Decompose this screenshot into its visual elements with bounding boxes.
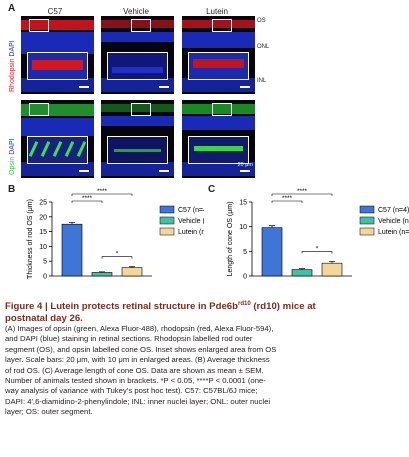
caption-line: layer. Scale bars: 20 μm, with 10 μm in … xyxy=(5,355,270,365)
caption-line: way analysis of variance with Tukey’s po… xyxy=(5,386,258,396)
panel-b-letter: B xyxy=(8,184,16,195)
significance-label: **** xyxy=(97,188,108,195)
legend-label: C57 (n=4) xyxy=(178,207,204,214)
significance-bracket xyxy=(271,200,303,203)
y-tick-label: 0 xyxy=(243,274,247,281)
y-tick-label: 5 xyxy=(43,259,47,266)
legend-swatch xyxy=(159,216,175,225)
row-label-opsin: Opsin DAPI xyxy=(9,138,16,175)
caption-line: segment (OS), and opsin labelled cone OS… xyxy=(5,344,277,354)
y-tick-label: 5 xyxy=(243,249,247,256)
y-axis-label: Thickness of rod OS (μm) xyxy=(27,199,34,279)
bar-c57 xyxy=(61,223,83,277)
significance-label: **** xyxy=(282,195,293,202)
column-label-lutein: Lutein xyxy=(206,7,228,16)
significance-bracket xyxy=(71,200,103,203)
y-tick-label: 10 xyxy=(39,244,47,251)
column-label-c57: C57 xyxy=(47,7,63,16)
y-axis-label: Length of cone OS (μm) xyxy=(227,202,234,277)
caption-line: (A) Images of opsin (green, Alexa Fluor-… xyxy=(5,324,274,333)
layer-label-onl: ONL xyxy=(257,44,270,50)
significance-label: **** xyxy=(82,195,93,202)
significance-bracket xyxy=(71,193,133,196)
caption-line: layer; OS: outer segment. xyxy=(5,407,93,417)
row-label-rhodopsin: Rhodopsin DAPI xyxy=(9,40,16,92)
figure-caption-title: Figure 4 | Lutein protects retinal struc… xyxy=(5,301,316,325)
legend-swatch xyxy=(159,205,175,214)
bar-vehicle xyxy=(91,272,113,277)
legend-label: Lutein (n=5) xyxy=(178,229,204,236)
micrograph-vehicle-opsin xyxy=(101,100,174,178)
legend-swatch xyxy=(159,227,175,236)
significance-bracket xyxy=(301,251,333,254)
micrograph-c57-rhodopsin xyxy=(21,16,94,94)
bar-lutein xyxy=(121,267,143,277)
panel-c-letter: C xyxy=(208,184,216,195)
significance-label: **** xyxy=(297,188,308,195)
y-tick-label: 15 xyxy=(239,200,247,207)
caption-line: Number of animals tested shown in bracke… xyxy=(5,376,266,386)
column-label-vehicle: Vehicle xyxy=(123,7,149,16)
legend-label: Lutein (n=5) xyxy=(378,229,409,236)
micrograph-c57-opsin xyxy=(21,100,94,178)
significance-label: * xyxy=(316,245,319,252)
layer-label-os: OS xyxy=(257,18,266,24)
significance-bracket xyxy=(271,193,333,196)
bar-lutein xyxy=(321,262,343,277)
legend-swatch xyxy=(359,205,375,214)
caption-line: DAPI: 4′,6-diamidino-2-phenylindole; INL… xyxy=(5,396,271,406)
y-tick-label: 20 xyxy=(39,214,47,221)
y-tick-label: 15 xyxy=(39,229,47,236)
bar-c57 xyxy=(261,227,283,277)
significance-label: * xyxy=(116,251,119,258)
legend-label: C57 (n=4) xyxy=(378,207,409,214)
legend-swatch xyxy=(359,227,375,236)
scale-bar-label: 20 μm xyxy=(237,162,253,168)
figure-caption-body: (A) Images of opsin (green, Alexa Fluor-… xyxy=(5,324,405,418)
caption-line: of rod OS. (C) Average length of cone OS… xyxy=(5,365,264,375)
caption-line: and DAPI (blue) staining in retinal sect… xyxy=(5,334,253,344)
legend-label: Vehicle (n=5) xyxy=(378,218,409,225)
y-tick-label: 25 xyxy=(39,200,47,207)
layer-label-inl: INL xyxy=(257,78,267,84)
micrograph-vehicle-rhodopsin xyxy=(101,16,174,94)
bar-vehicle xyxy=(291,269,313,277)
panel-a-letter: A xyxy=(8,3,16,14)
y-tick-label: 0 xyxy=(43,274,47,281)
significance-bracket xyxy=(101,256,133,259)
micrograph-lutein-rhodopsin xyxy=(182,16,255,94)
micrograph-lutein-opsin: 20 μm xyxy=(182,100,255,178)
y-tick-label: 10 xyxy=(239,224,247,231)
legend-swatch xyxy=(359,216,375,225)
legend-label: Vehicle (n=5) xyxy=(178,218,204,225)
